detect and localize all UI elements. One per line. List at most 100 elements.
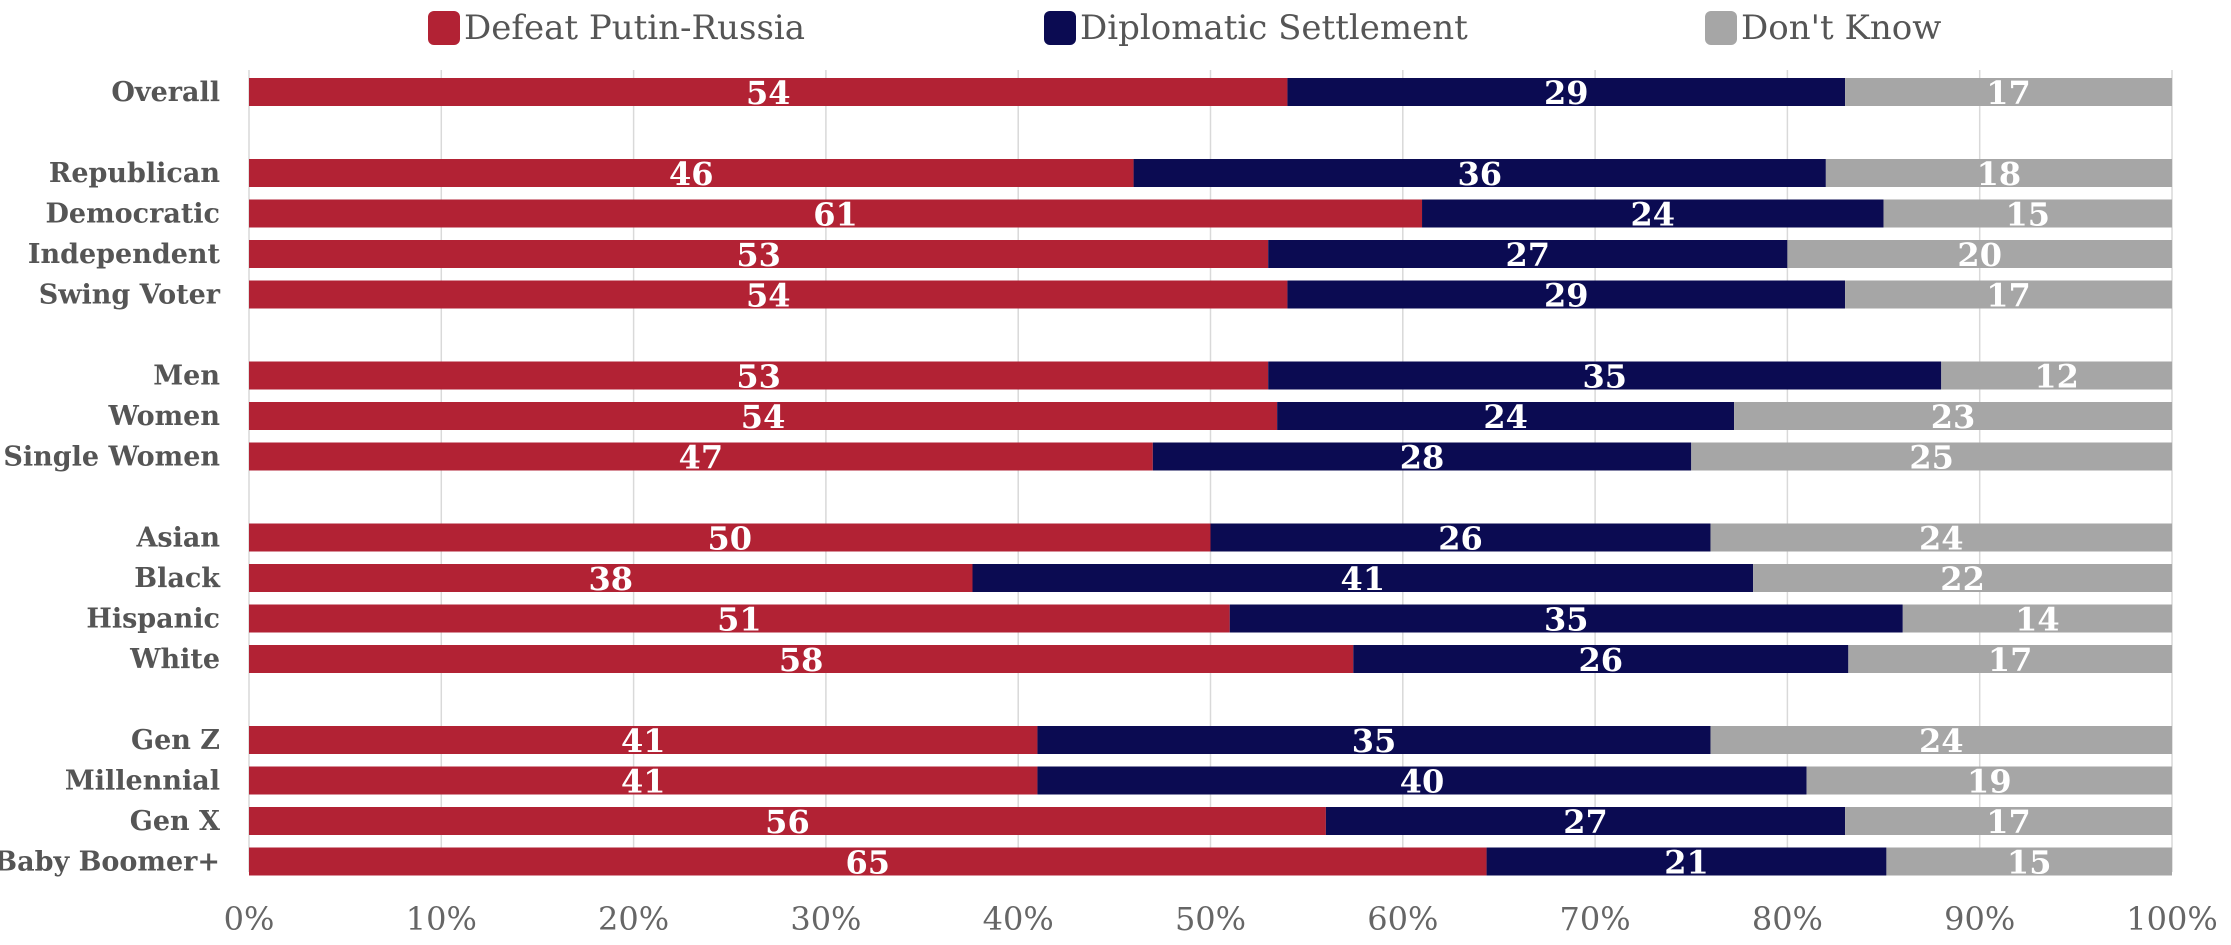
- data-label-millennial-defeat-putin-russia: 41: [621, 763, 666, 801]
- bar-swing-voter-diplomatic-settlement: [1287, 280, 1846, 309]
- data-label-democratic-don-t-know: 15: [2006, 196, 2051, 234]
- x-tick-label-50: 50%: [1175, 900, 1246, 938]
- bar-asian-don-t-know: [1710, 523, 2172, 552]
- bar-women-defeat-putin-russia: [249, 402, 1278, 430]
- data-label-gen-x-defeat-putin-russia: 56: [765, 803, 810, 841]
- x-tick-label-70: 70%: [1560, 900, 1631, 938]
- x-tick-label-10: 10%: [406, 900, 477, 938]
- category-label-gen-z: Gen Z: [131, 725, 220, 756]
- data-label-millennial-don-t-know: 19: [1967, 763, 2012, 801]
- x-tick-label-40: 40%: [983, 900, 1054, 938]
- bar-democratic-defeat-putin-russia: [249, 199, 1423, 228]
- data-label-democratic-diplomatic-settlement: 24: [1631, 196, 1676, 234]
- data-label-black-defeat-putin-russia: 38: [588, 560, 633, 598]
- bar-baby-boomer-diplomatic-settlement: [1486, 847, 1887, 876]
- x-tick-label-80: 80%: [1752, 900, 1823, 938]
- category-labels: Overall Republican Democratic Independent Sw…: [0, 77, 221, 878]
- bar-millennial-defeat-putin-russia: [249, 766, 1038, 795]
- bar-gen-x-don-t-know: [1845, 807, 2172, 835]
- data-label-asian-defeat-putin-russia: 50: [707, 520, 752, 558]
- bar-democratic-don-t-know: [1883, 199, 2172, 228]
- data-label-swing-voter-diplomatic-settlement: 29: [1544, 277, 1589, 315]
- category-label-baby-boomer: Baby Boomer+: [0, 847, 220, 878]
- legend-swatch-don-t-know: [1705, 11, 1737, 45]
- legend-label-diplomatic-settlement: Diplomatic Settlement: [1080, 8, 1468, 48]
- data-label-gen-z-don-t-know: 24: [1919, 722, 1964, 760]
- bar-men-diplomatic-settlement: [1268, 361, 1942, 390]
- data-label-independent-diplomatic-settlement: 27: [1506, 236, 1551, 274]
- legend-label-defeat-putin-russia: Defeat Putin-Russia: [464, 8, 805, 48]
- data-label-baby-boomer-diplomatic-settlement: 21: [1664, 844, 1709, 882]
- data-label-single-women-don-t-know: 25: [1909, 439, 1954, 477]
- data-label-hispanic-don-t-know: 14: [2015, 601, 2060, 639]
- data-label-men-don-t-know: 12: [2034, 358, 2079, 396]
- bar-millennial-diplomatic-settlement: [1037, 766, 1807, 795]
- bar-hispanic-don-t-know: [1902, 604, 2172, 633]
- data-label-democratic-defeat-putin-russia: 61: [813, 196, 858, 234]
- data-label-hispanic-defeat-putin-russia: 51: [717, 601, 762, 639]
- data-label-women-don-t-know: 23: [1931, 398, 1976, 436]
- bar-millennial-don-t-know: [1806, 766, 2172, 795]
- data-labels: 54 29 17 46 36 18 61 24 15 53 27 20 54 29 17 53 35 12 54 24…: [588, 74, 2078, 882]
- x-tick-label-60: 60%: [1367, 900, 1438, 938]
- category-label-hispanic: Hispanic: [86, 604, 220, 635]
- bar-independent-diplomatic-settlement: [1268, 240, 1788, 268]
- category-label-republican: Republican: [49, 158, 220, 189]
- category-label-millennial: Millennial: [65, 766, 220, 797]
- bar-gen-x-diplomatic-settlement: [1325, 807, 1846, 835]
- bar-gen-z-defeat-putin-russia: [249, 726, 1038, 754]
- x-tick-label-100: 100%: [2126, 900, 2217, 938]
- bar-black-don-t-know: [1753, 564, 2172, 592]
- x-axis-ticks: 0% 10% 20% 30% 40% 50% 60% 70% 80% 90% 100%: [224, 900, 2218, 938]
- bar-independent-don-t-know: [1787, 240, 2172, 268]
- bar-republican-don-t-know: [1825, 159, 2172, 187]
- category-label-men: Men: [153, 361, 220, 392]
- data-label-white-don-t-know: 17: [1988, 641, 2033, 679]
- bar-asian-defeat-putin-russia: [249, 523, 1211, 552]
- data-label-single-women-defeat-putin-russia: 47: [679, 439, 724, 477]
- legend-swatch-defeat-putin-russia: [428, 11, 460, 45]
- data-label-hispanic-diplomatic-settlement: 35: [1544, 601, 1589, 639]
- data-label-millennial-diplomatic-settlement: 40: [1400, 763, 1445, 801]
- bar-asian-diplomatic-settlement: [1210, 523, 1711, 552]
- bar-swing-voter-defeat-putin-russia: [249, 280, 1288, 309]
- data-label-gen-x-diplomatic-settlement: 27: [1563, 803, 1608, 841]
- bar-swing-voter-don-t-know: [1845, 280, 2172, 309]
- bar-gen-x-defeat-putin-russia: [249, 807, 1326, 835]
- category-label-swing-voter: Swing Voter: [39, 280, 221, 311]
- legend-label-don-t-know: Don't Know: [1741, 8, 1941, 48]
- data-label-men-diplomatic-settlement: 35: [1582, 358, 1627, 396]
- data-label-single-women-diplomatic-settlement: 28: [1400, 439, 1445, 477]
- x-tick-label-0: 0%: [224, 900, 275, 938]
- legend-swatch-diplomatic-settlement: [1044, 11, 1076, 45]
- data-label-gen-z-diplomatic-settlement: 35: [1352, 722, 1397, 760]
- data-label-gen-x-don-t-know: 17: [1986, 803, 2031, 841]
- data-label-republican-don-t-know: 18: [1977, 155, 2022, 193]
- category-label-white: White: [129, 644, 220, 675]
- bar-baby-boomer-defeat-putin-russia: [249, 847, 1487, 876]
- bar-women-don-t-know: [1734, 402, 2172, 430]
- bar-black-diplomatic-settlement: [972, 564, 1754, 592]
- category-label-gen-x: Gen X: [130, 806, 220, 837]
- bar-overall-defeat-putin-russia: [249, 78, 1288, 106]
- bar-republican-diplomatic-settlement: [1133, 159, 1826, 187]
- data-label-republican-defeat-putin-russia: 46: [669, 155, 714, 193]
- category-label-single-women: Single Women: [3, 442, 220, 473]
- data-label-women-diplomatic-settlement: 24: [1483, 398, 1528, 436]
- data-label-black-don-t-know: 22: [1940, 560, 1985, 598]
- bar-men-don-t-know: [1941, 361, 2172, 390]
- bar-overall-don-t-know: [1845, 78, 2172, 106]
- data-label-gen-z-defeat-putin-russia: 41: [621, 722, 666, 760]
- category-label-democratic: Democratic: [46, 199, 221, 230]
- x-tick-label-20: 20%: [598, 900, 669, 938]
- data-label-white-diplomatic-settlement: 26: [1579, 641, 1624, 679]
- data-label-overall-diplomatic-settlement: 29: [1544, 74, 1589, 112]
- data-label-swing-voter-don-t-know: 17: [1986, 277, 2031, 315]
- data-label-black-diplomatic-settlement: 41: [1341, 560, 1386, 598]
- bar-single-women-diplomatic-settlement: [1152, 442, 1692, 471]
- data-label-men-defeat-putin-russia: 53: [736, 358, 781, 396]
- bar-independent-defeat-putin-russia: [249, 240, 1269, 268]
- x-tick-label-90: 90%: [1944, 900, 2015, 938]
- category-label-asian: Asian: [135, 523, 220, 554]
